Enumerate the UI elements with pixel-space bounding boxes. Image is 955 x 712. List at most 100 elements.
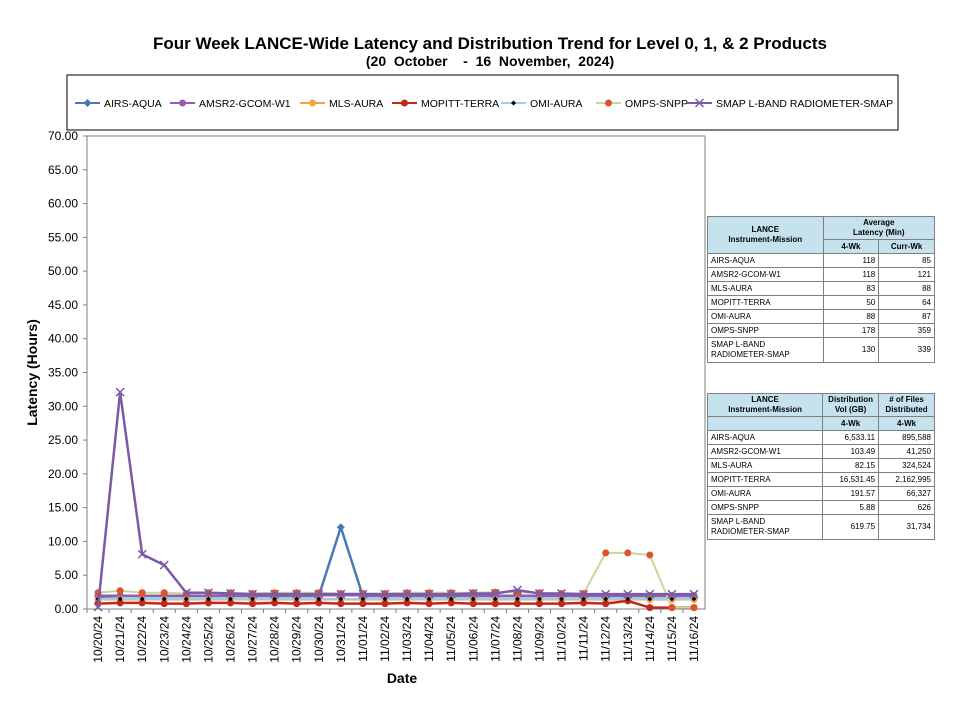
series-omi-aura [95, 596, 697, 602]
latency-cell-a: 130 [822, 337, 880, 363]
data-point [138, 589, 146, 597]
legend-label: OMI-AURA [530, 98, 583, 110]
data-point [161, 596, 167, 602]
latency-cell-name: AMSR2-GCOM-W1 [707, 267, 824, 282]
data-point [491, 600, 499, 608]
x-tick-label: 11/07/24 [488, 616, 502, 662]
data-point [490, 588, 500, 598]
data-point [83, 99, 92, 107]
data-point [271, 599, 279, 607]
data-point [205, 596, 211, 602]
latency-row: MOPITT-TERRA 50 64 [707, 295, 935, 310]
data-point [309, 99, 316, 107]
legend-item: AIRS-AQUA [75, 98, 162, 110]
data-point [117, 596, 123, 602]
legend-item: OMI-AURA [501, 98, 583, 110]
data-point [512, 585, 522, 595]
data-point [557, 588, 567, 598]
latency-row: OMPS-SNPP 178 359 [707, 323, 935, 338]
data-point [447, 599, 455, 607]
data-point [667, 589, 677, 599]
x-tick-label: 11/04/24 [422, 616, 436, 662]
latency-table-body: AIRS-AQUA 118 85 AMSR2-GCOM-W1 118 121 MLS-AUR… [707, 253, 935, 363]
x-tick-label: 10/27/24 [246, 616, 260, 663]
y-tick-label: 30.00 [48, 399, 78, 413]
x-tick-label: 11/03/24 [400, 616, 414, 662]
data-point [336, 523, 345, 532]
data-point [605, 99, 612, 107]
x-tick-label: 11/11/24 [577, 616, 591, 661]
data-point [315, 599, 323, 607]
data-point [492, 596, 498, 602]
distribution-cell-b: 66,327 [878, 486, 935, 501]
y-tick-label: 60.00 [48, 197, 78, 211]
y-tick-label: 65.00 [48, 163, 78, 177]
legend-label: SMAP L-BAND RADIOMETER-SMAP [716, 98, 893, 110]
x-tick-label: 10/20/24 [91, 616, 105, 663]
distribution-cell-a: 82.15 [822, 458, 880, 473]
latency-cell-a: 118 [822, 253, 880, 268]
latency-cell-a: 178 [822, 323, 880, 338]
data-point [623, 589, 633, 599]
data-point [624, 549, 632, 557]
legend: AIRS-AQUA AMSR2-GCOM-W1 MLS-AURA MOPITT-TER… [66, 74, 899, 131]
latency-cell-a: 83 [822, 281, 880, 296]
y-tick-label: 0.00 [55, 602, 79, 616]
data-point [139, 596, 145, 602]
distribution-row: AIRS-AQUA 6,533.11 895,588 [706, 430, 935, 445]
data-point [579, 589, 589, 599]
data-point [226, 599, 234, 607]
data-point [446, 589, 456, 599]
legend-item: MOPITT-TERRA [392, 98, 499, 110]
x-tick-label: 11/06/24 [466, 616, 480, 662]
latency-cell-name: MLS-AURA [707, 281, 824, 296]
latency-cell-name: OMPS-SNPP [707, 323, 824, 338]
distribution-cell-b: 41,250 [878, 444, 935, 459]
data-point [647, 596, 653, 602]
distribution-header-blank [706, 416, 824, 431]
x-tick-label: 10/23/24 [157, 616, 171, 663]
data-point [668, 604, 676, 612]
x-tick-label: 10/21/24 [113, 616, 127, 663]
distribution-cell-b: 31,734 [878, 514, 935, 540]
x-tick-label: 11/05/24 [444, 616, 458, 662]
series-line [96, 391, 694, 608]
plot-area [86, 135, 706, 610]
legend-item: SMAP L-BAND RADIOMETER-SMAP [687, 98, 893, 110]
data-point [558, 600, 566, 608]
distribution-cell-a: 6,533.11 [822, 430, 880, 445]
data-point [160, 600, 168, 608]
distribution-row: OMPS-SNPP 5.88 626 [706, 500, 935, 515]
distribution-cell-a: 103.49 [822, 444, 880, 459]
data-point [513, 600, 521, 608]
data-point [425, 600, 433, 608]
y-tick-label: 70.00 [48, 129, 78, 143]
x-tick-label: 11/14/24 [643, 616, 657, 662]
distribution-cell-a: 16,531.45 [822, 472, 880, 487]
x-tick-label: 11/10/24 [555, 616, 569, 662]
x-axis-title: Date [387, 670, 418, 686]
distribution-cell-a: 5.88 [822, 500, 880, 515]
x-tick-label: 10/24/24 [179, 616, 193, 663]
latency-header-average: Average Latency (Min) [822, 216, 936, 240]
latency-cell-b: 121 [878, 267, 935, 282]
distribution-cell-b: 895,588 [878, 430, 935, 445]
x-tick-label: 10/31/24 [334, 616, 348, 663]
data-point [179, 99, 186, 107]
latency-cell-b: 85 [878, 253, 935, 268]
distribution-cell-name: MLS-AURA [706, 458, 824, 473]
data-point [250, 596, 256, 602]
y-tick-label: 20.00 [48, 467, 78, 481]
data-point [602, 549, 610, 557]
data-point [645, 589, 655, 599]
data-point [270, 589, 280, 599]
data-point [204, 599, 212, 607]
latency-row: AIRS-AQUA 118 85 [707, 253, 935, 268]
x-tick-label: 10/26/24 [223, 616, 237, 663]
y-tick-label: 45.00 [48, 298, 78, 312]
legend-label: MOPITT-TERRA [421, 98, 499, 110]
latency-cell-name: SMAP L-BAND RADIOMETER-SMAP [707, 337, 824, 363]
data-point [403, 599, 411, 607]
data-point [625, 596, 631, 602]
data-point [401, 99, 408, 107]
